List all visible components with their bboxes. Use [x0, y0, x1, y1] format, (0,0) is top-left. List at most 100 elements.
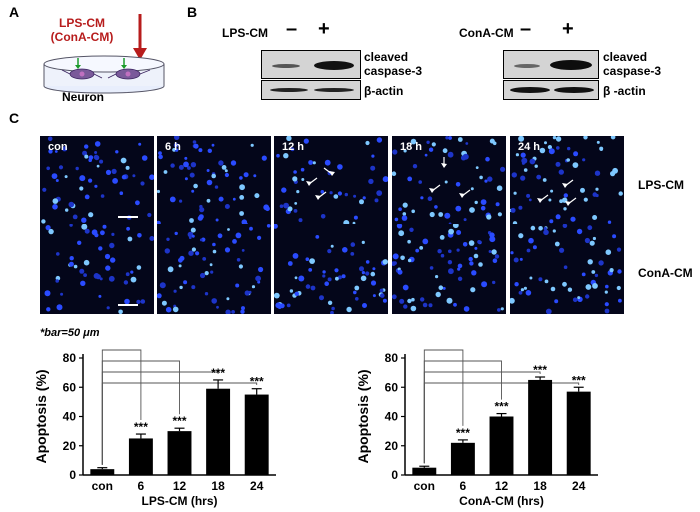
nucleus [439, 235, 445, 240]
nucleus [161, 300, 167, 306]
scale-bar-note: *bar=50 μm [40, 327, 100, 339]
nucleus [172, 306, 179, 313]
nucleus [301, 178, 305, 181]
nucleus [320, 214, 326, 219]
apoptotic-cell-arrow [429, 184, 441, 193]
nucleus [376, 190, 383, 196]
nucleus [218, 160, 224, 166]
y-tick-label: 60 [63, 380, 77, 394]
nucleus [440, 253, 445, 258]
nucleus [526, 193, 531, 198]
nucleus [132, 174, 136, 178]
nucleus [230, 160, 237, 166]
nucleus [592, 236, 596, 241]
nucleus [64, 175, 68, 179]
nucleus [47, 136, 53, 142]
nucleus [469, 207, 475, 213]
nucleus [193, 143, 199, 149]
nucleus [556, 146, 560, 150]
nucleus [60, 292, 64, 296]
nucleus [407, 298, 412, 304]
nucleus [372, 267, 376, 271]
nucleus [422, 302, 428, 308]
nucleus [435, 275, 439, 279]
nucleus [183, 161, 189, 168]
nucleus [418, 180, 422, 184]
apoptotic-cell-arrow [562, 179, 574, 188]
blot-right-treatment: ConA-CM [459, 26, 514, 40]
y-tick-label: 80 [385, 351, 399, 365]
nucleus [212, 242, 216, 247]
nucleus [94, 151, 98, 154]
nucleus [93, 273, 100, 279]
nucleus [79, 175, 86, 182]
nucleus [184, 177, 188, 181]
nucleus [536, 174, 542, 180]
nucleus [120, 157, 127, 164]
blot-left-actin-label: β-actin [364, 84, 404, 98]
nucleus [188, 250, 194, 256]
nucleus [492, 258, 498, 263]
timepoint-label: con [48, 141, 68, 153]
nucleus [486, 214, 492, 220]
blot-left-plus: + [318, 18, 330, 40]
nucleus [510, 207, 516, 213]
nucleus [294, 291, 299, 296]
nucleus [346, 306, 352, 313]
nucleus [111, 232, 115, 236]
nucleus [319, 295, 324, 301]
nucleus [239, 176, 243, 180]
nucleus [84, 194, 90, 200]
nucleus [73, 264, 78, 269]
nucleus [618, 298, 622, 303]
nucleus [274, 224, 278, 229]
nucleus [438, 212, 444, 217]
nucleus [88, 178, 93, 183]
nucleus [510, 297, 515, 304]
nucleus [211, 298, 217, 304]
nucleus [293, 209, 298, 213]
nucleus [563, 265, 568, 269]
nucleus [365, 140, 370, 146]
nucleus [489, 138, 495, 144]
nucleus [592, 215, 598, 220]
nucleus [592, 283, 598, 289]
band-left-caspase-treated [314, 61, 354, 70]
nucleus [462, 153, 469, 160]
nucleus [616, 247, 622, 252]
nucleus [44, 290, 51, 297]
nucleus [525, 290, 532, 296]
nucleus [190, 162, 197, 168]
nucleus [58, 165, 64, 170]
nucleus [164, 248, 170, 254]
nucleus [84, 154, 89, 159]
nucleus [292, 253, 299, 259]
nucleus [335, 276, 339, 281]
nucleus [93, 154, 99, 160]
nucleus [337, 164, 343, 170]
nucleus [324, 159, 331, 166]
nucleus [337, 191, 342, 196]
nucleus [514, 282, 519, 287]
nucleus [250, 143, 254, 147]
band-left-caspase-control [272, 64, 300, 68]
micrograph-lps-3: 18 h [392, 136, 506, 226]
nucleus [210, 270, 214, 274]
nucleus [463, 218, 467, 222]
nucleus [382, 176, 388, 183]
nucleus [279, 303, 285, 309]
nucleus [542, 178, 547, 182]
nucleus [80, 280, 86, 286]
nucleus [163, 170, 168, 174]
apoptotic-cell-arrow [306, 177, 318, 186]
micrograph-cona-4 [510, 224, 624, 314]
nucleus [195, 251, 200, 256]
bar-24 [244, 394, 269, 475]
nucleus [419, 246, 424, 250]
nucleus [187, 166, 191, 170]
nucleus [137, 233, 142, 238]
significance-mark: *** [134, 420, 148, 434]
x-tick-label: 6 [138, 479, 145, 493]
nucleus [572, 297, 578, 303]
nucleus [84, 144, 89, 149]
